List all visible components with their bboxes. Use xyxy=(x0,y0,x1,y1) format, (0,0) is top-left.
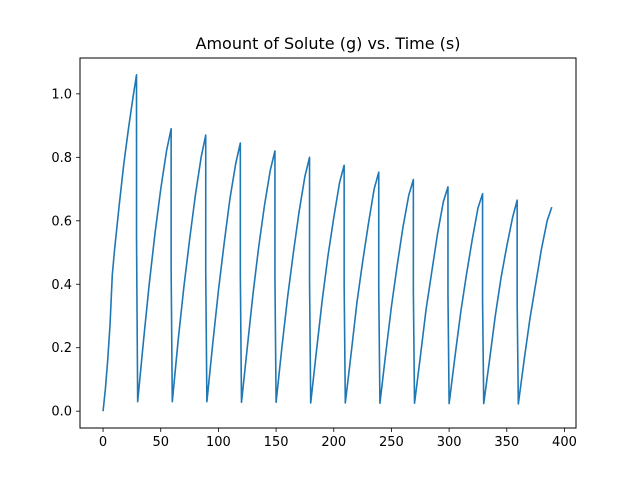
x-tick-label: 100 xyxy=(206,435,231,450)
y-tick-label: 0.8 xyxy=(51,151,72,166)
x-tick-label: 50 xyxy=(152,435,169,450)
x-tick-label: 0 xyxy=(99,435,107,450)
y-tick-label: 0.4 xyxy=(51,278,72,293)
plot-area xyxy=(102,74,553,412)
y-tick-label: 1.0 xyxy=(51,87,72,102)
y-tick-label: 0.0 xyxy=(51,405,72,420)
x-tick-label: 300 xyxy=(437,435,462,450)
series-line-1 xyxy=(102,74,553,412)
y-axis: 0.0 0.2 0.4 0.6 0.8 1.0 xyxy=(51,87,80,420)
x-tick-label: 350 xyxy=(494,435,519,450)
chart-title: Amount of Solute (g) vs. Time (s) xyxy=(196,34,461,53)
x-tick-label: 400 xyxy=(552,435,577,450)
x-tick-label: 200 xyxy=(321,435,346,450)
plot-frame xyxy=(79,57,577,429)
x-tick-label: 150 xyxy=(264,435,289,450)
x-tick-label: 250 xyxy=(379,435,404,450)
y-tick-label: 0.2 xyxy=(51,341,72,356)
x-axis: 0 50 100 150 200 250 300 350 400 xyxy=(99,428,577,450)
y-tick-label: 0.6 xyxy=(51,214,72,229)
